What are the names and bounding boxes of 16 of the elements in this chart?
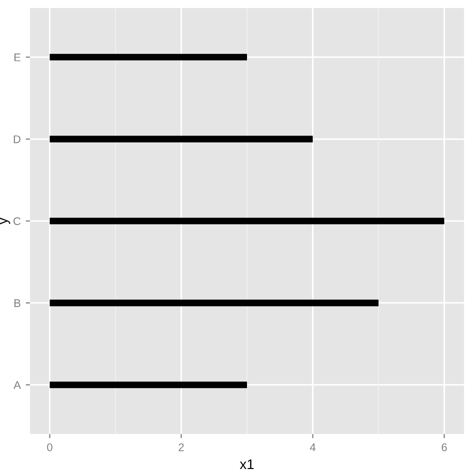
x-tick-label: 0 [47, 443, 52, 452]
y-tick-label: B [14, 299, 20, 307]
y-tick-label: E [14, 54, 20, 62]
y-tick-label: A [14, 381, 21, 389]
bar [50, 382, 247, 388]
x-tick-label: 2 [178, 443, 184, 452]
bar [50, 136, 313, 142]
x-axis-title: x1 [240, 459, 254, 470]
bar [50, 300, 379, 306]
bar [50, 54, 247, 60]
y-tick-label: D [14, 135, 20, 144]
x-tick-label: 6 [442, 443, 447, 452]
y-tick-label: C [14, 217, 21, 226]
bar [50, 218, 444, 224]
x-tick-label: 4 [310, 443, 316, 452]
y-axis-title: y [0, 218, 10, 224]
